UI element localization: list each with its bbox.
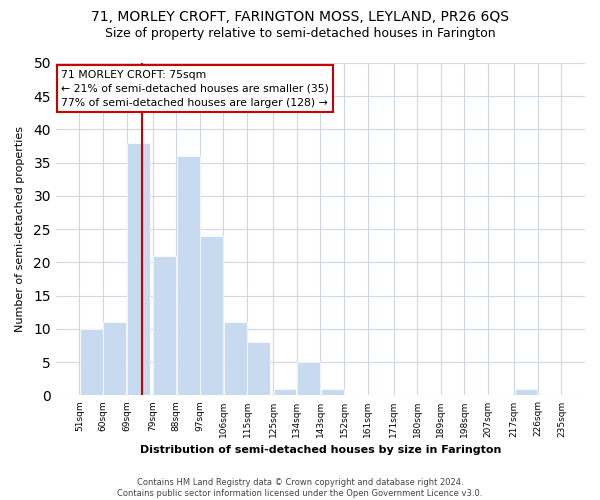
Bar — [127, 143, 150, 396]
Y-axis label: Number of semi-detached properties: Number of semi-detached properties — [15, 126, 25, 332]
Text: 71, MORLEY CROFT, FARINGTON MOSS, LEYLAND, PR26 6QS: 71, MORLEY CROFT, FARINGTON MOSS, LEYLAN… — [91, 10, 509, 24]
Bar — [103, 322, 126, 396]
Text: Size of property relative to semi-detached houses in Farington: Size of property relative to semi-detach… — [104, 28, 496, 40]
Bar — [274, 389, 296, 396]
Text: Contains HM Land Registry data © Crown copyright and database right 2024.
Contai: Contains HM Land Registry data © Crown c… — [118, 478, 482, 498]
Bar — [224, 322, 247, 396]
Bar — [321, 389, 344, 396]
Bar — [200, 236, 223, 396]
Bar — [297, 362, 320, 396]
Bar — [153, 256, 176, 396]
Bar — [247, 342, 270, 396]
Bar — [515, 389, 538, 396]
X-axis label: Distribution of semi-detached houses by size in Farington: Distribution of semi-detached houses by … — [140, 445, 501, 455]
Bar — [80, 329, 103, 396]
Text: 71 MORLEY CROFT: 75sqm
← 21% of semi-detached houses are smaller (35)
77% of sem: 71 MORLEY CROFT: 75sqm ← 21% of semi-det… — [61, 70, 329, 108]
Bar — [177, 156, 200, 396]
